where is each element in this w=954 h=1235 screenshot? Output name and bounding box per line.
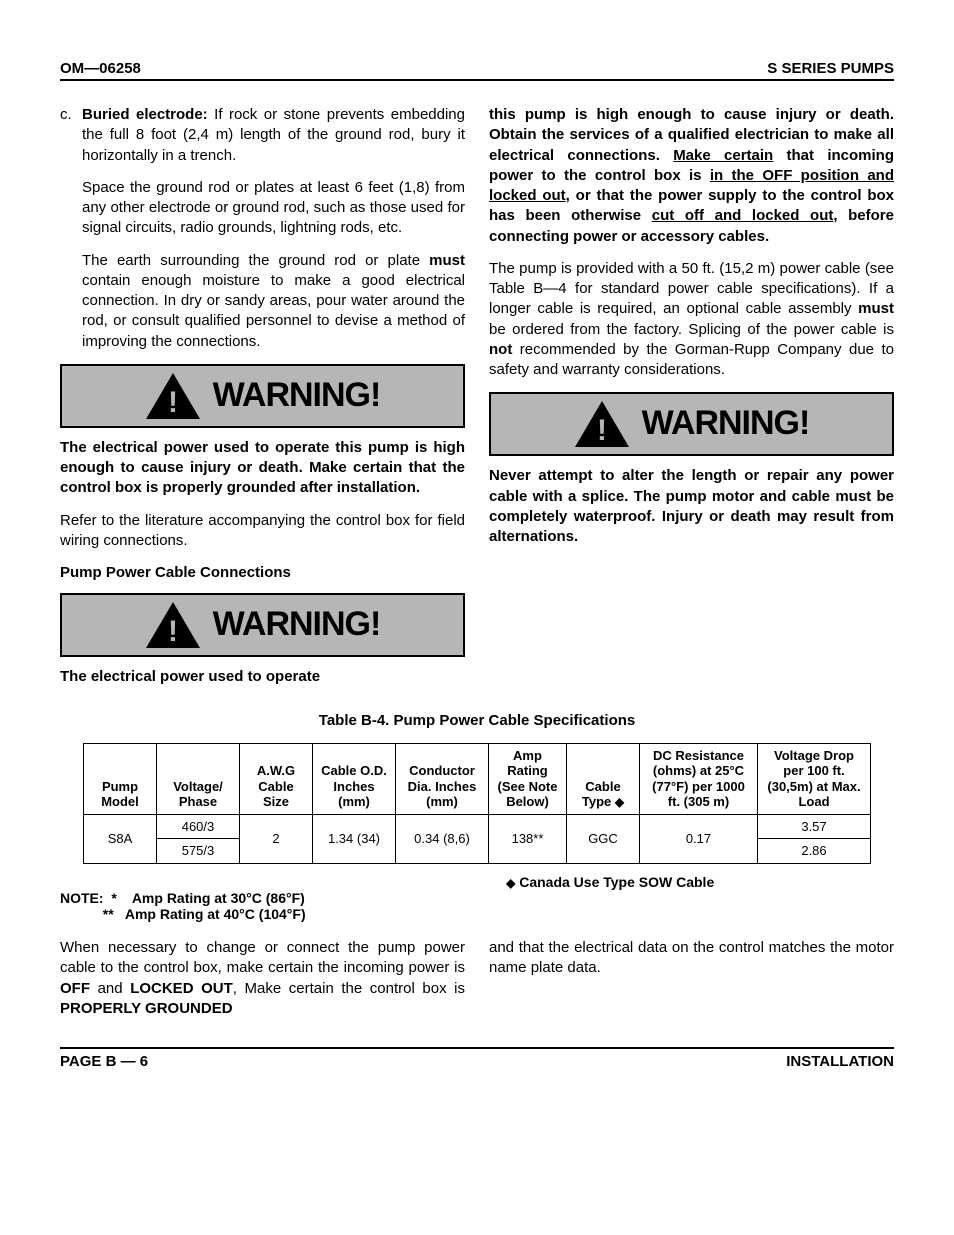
warning-splice: Never attempt to alter the length or rep… bbox=[489, 466, 894, 547]
th-pump-model: Pump Model bbox=[84, 743, 157, 814]
cell-od: 1.34 (34) bbox=[313, 814, 396, 863]
th-awg: A.W.G Cable Size bbox=[240, 743, 313, 814]
make-certain-u: Make certain bbox=[673, 147, 773, 164]
bottom-left-a: When necessary to change or connect the … bbox=[60, 939, 465, 976]
page-footer: PAGE B — 6 INSTALLATION bbox=[60, 1047, 894, 1070]
and-text: and bbox=[90, 980, 130, 997]
cell-vd1: 3.57 bbox=[758, 814, 871, 839]
sub2-a: The earth surrounding the ground rod or … bbox=[82, 252, 429, 269]
th-voltage-drop: Voltage Drop per 100 ft. (30,5m) at Max.… bbox=[758, 743, 871, 814]
diamond-icon: ◆ bbox=[615, 795, 624, 809]
warning-box-3: ! WARNING! bbox=[489, 392, 894, 456]
cell-cond: 0.34 (8,6) bbox=[396, 814, 489, 863]
th-dc-resistance: DC Resistance (ohms) at 25°C (77°F) per … bbox=[640, 743, 758, 814]
svg-text:!: ! bbox=[597, 414, 607, 447]
cut-off-u: cut off and locked out bbox=[652, 207, 834, 224]
list-marker-c: c. bbox=[60, 105, 82, 125]
not-bold: not bbox=[489, 341, 512, 358]
left-column: c.Buried electrode: If rock or stone pre… bbox=[60, 105, 465, 688]
header-left: OM—06258 bbox=[60, 60, 141, 77]
sub-para-moisture: The earth surrounding the ground rod or … bbox=[60, 251, 465, 352]
diamond-icon: ◆ bbox=[506, 876, 515, 890]
two-column-layout: c.Buried electrode: If rock or stone pre… bbox=[60, 105, 894, 688]
warning-box-1: ! WARNING! bbox=[60, 364, 465, 428]
table-header-row: Pump Model Voltage/ Phase A.W.G Cable Si… bbox=[84, 743, 871, 814]
cell-ctype: GGC bbox=[567, 814, 640, 863]
notes-right: ◆ Canada Use Type SOW Cable bbox=[506, 874, 894, 922]
cable-c: recommended by the Gorman-Rupp Company d… bbox=[489, 341, 894, 378]
note-line2: ** Amp Rating at 40°C (104°F) bbox=[60, 906, 306, 922]
locked-out-bold: LOCKED OUT bbox=[130, 980, 233, 997]
th-voltage-phase: Voltage/ Phase bbox=[157, 743, 240, 814]
table-title: Table B-4. Pump Power Cable Specificatio… bbox=[60, 712, 894, 729]
footer-left: PAGE B — 6 bbox=[60, 1053, 148, 1070]
cable-a: The pump is provided with a 50 ft. (15,2… bbox=[489, 260, 894, 318]
th-cable-od: Cable O.D. Inches (mm) bbox=[313, 743, 396, 814]
th-conductor-dia: Conductor Dia. Inches (mm) bbox=[396, 743, 489, 814]
must-bold-2: must bbox=[858, 300, 894, 317]
warning-triangle-icon: ! bbox=[145, 601, 201, 649]
th-amp-rating: Amp Rating (See Note Below) bbox=[489, 743, 567, 814]
cable-paragraph: The pump is provided with a 50 ft. (15,2… bbox=[489, 259, 894, 381]
bottom-left: When necessary to change or connect the … bbox=[60, 938, 465, 1019]
grounded-bold: PROPERLY GROUNDED bbox=[60, 1000, 233, 1017]
sub2-b: contain enough moisture to make a good e… bbox=[82, 272, 465, 350]
buried-electrode-label: Buried electrode: bbox=[82, 106, 208, 123]
cell-model: S8A bbox=[84, 814, 157, 863]
table-notes: NOTE: * Amp Rating at 30°C (86°F) ** Amp… bbox=[60, 874, 894, 922]
cell-vp2: 575/3 bbox=[157, 839, 240, 864]
trailing-bold-line: The electrical power used to operate bbox=[60, 667, 465, 687]
warning-triangle-icon: ! bbox=[574, 400, 630, 448]
cell-vp1: 460/3 bbox=[157, 814, 240, 839]
footer-right: INSTALLATION bbox=[786, 1053, 894, 1070]
warning-text-grounding: The electrical power used to operate thi… bbox=[60, 438, 465, 499]
table-row: S8A 460/3 2 1.34 (34) 0.34 (8,6) 138** G… bbox=[84, 814, 871, 839]
continued-warning: this pump is high enough to cause injury… bbox=[489, 105, 894, 247]
cable-spec-table: Pump Model Voltage/ Phase A.W.G Cable Si… bbox=[83, 743, 871, 865]
section-heading-cable: Pump Power Cable Connections bbox=[60, 563, 465, 583]
cell-amp: 138** bbox=[489, 814, 567, 863]
page: OM—06258 S SERIES PUMPS c.Buried electro… bbox=[0, 0, 954, 1235]
cell-awg: 2 bbox=[240, 814, 313, 863]
sub-para-spacing: Space the ground rod or plates at least … bbox=[60, 178, 465, 239]
notes-left: NOTE: * Amp Rating at 30°C (86°F) ** Amp… bbox=[60, 874, 506, 922]
cell-vd2: 2.86 bbox=[758, 839, 871, 864]
right-column: this pump is high enough to cause injury… bbox=[489, 105, 894, 688]
note-line1: NOTE: * Amp Rating at 30°C (86°F) bbox=[60, 890, 305, 906]
header-right: S SERIES PUMPS bbox=[767, 60, 894, 77]
warning-label-2: WARNING! bbox=[213, 602, 381, 648]
cable-b: be ordered from the factory. Splicing of… bbox=[489, 321, 894, 338]
bottom-left-b: , Make certain the control box is bbox=[233, 980, 465, 997]
must-bold: must bbox=[429, 252, 465, 269]
bottom-two-column: When necessary to change or connect the … bbox=[60, 938, 894, 1019]
svg-text:!: ! bbox=[168, 386, 178, 419]
notes-right-text: Canada Use Type SOW Cable bbox=[515, 874, 714, 890]
warning-label-1: WARNING! bbox=[213, 373, 381, 419]
refer-literature: Refer to the literature accompanying the… bbox=[60, 511, 465, 552]
bottom-right: and that the electrical data on the cont… bbox=[489, 938, 894, 1019]
off-bold: OFF bbox=[60, 980, 90, 997]
cell-dc: 0.17 bbox=[640, 814, 758, 863]
warning-box-2: ! WARNING! bbox=[60, 593, 465, 657]
page-header: OM—06258 S SERIES PUMPS bbox=[60, 60, 894, 81]
svg-text:!: ! bbox=[168, 615, 178, 648]
warning-label-3: WARNING! bbox=[642, 401, 810, 447]
list-item-c: c.Buried electrode: If rock or stone pre… bbox=[60, 105, 465, 166]
warning-triangle-icon: ! bbox=[145, 372, 201, 420]
th-cable-type: Cable Type ◆ bbox=[567, 743, 640, 814]
